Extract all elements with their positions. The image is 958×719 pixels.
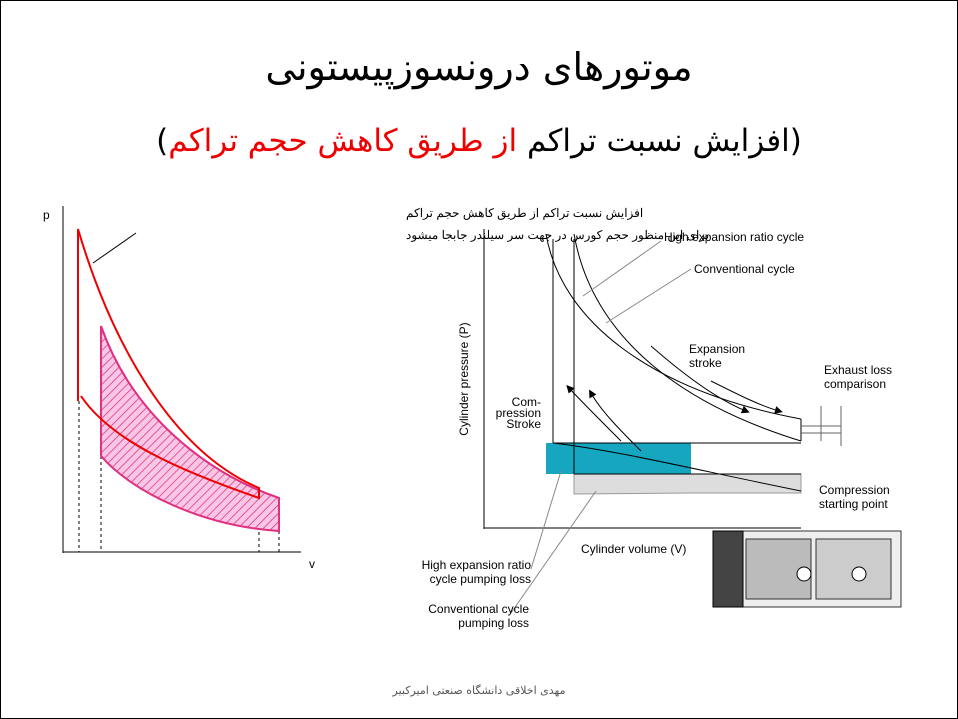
label: pression — [496, 406, 541, 420]
label: High expansion ratio cycle — [664, 230, 804, 244]
label: High expansion ratio — [422, 558, 532, 572]
label: Conventional cycle — [428, 602, 529, 616]
label: starting point — [819, 497, 888, 511]
label: Compression — [819, 483, 890, 497]
label: Exhaust loss — [824, 363, 892, 377]
subtitle: (افزایش نسبت تراکم از طریق کاهش حجم تراک… — [1, 123, 957, 159]
label: Conventional cycle — [694, 262, 795, 276]
annotation: افزایش نسبت تراکم از طریق کاهش حجم تراکم — [406, 206, 643, 220]
axis-label: p — [43, 208, 50, 222]
label: comparison — [824, 377, 886, 391]
label: Com- — [512, 395, 541, 409]
title: موتورهای درونسوزپیستونی — [265, 45, 693, 89]
label: stroke — [689, 356, 722, 370]
label: pumping loss — [458, 616, 529, 630]
pv-diagram — [62, 206, 301, 553]
axis-label: v — [309, 557, 315, 571]
footer: مهدی اخلاقی دانشگاه صنعتی امیرکبیر — [392, 684, 566, 697]
axis-label: Cylinder pressure (P) — [457, 322, 471, 435]
annotation: برای این منظور حجم کورس در جهت سر سیلندر… — [406, 228, 709, 242]
label: Expansion — [689, 342, 745, 356]
label: cycle pumping loss — [430, 572, 531, 586]
subtitle-highlight: از طریق کاهش حجم تراکم — [168, 123, 518, 159]
axis-label: Cylinder volume (V) — [581, 542, 686, 556]
label: Stroke — [506, 417, 541, 431]
subtitle-prefix: (افزایش نسبت تراکم — [526, 123, 802, 159]
subtitle-suffix: ) — [156, 123, 169, 159]
pumping-diagram — [483, 229, 902, 614]
